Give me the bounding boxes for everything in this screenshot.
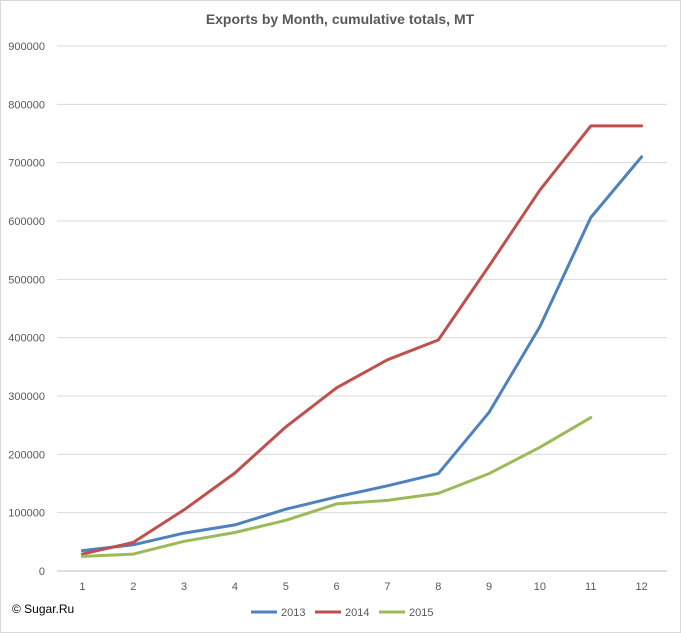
y-tick-label: 600000 [8, 216, 45, 228]
y-tick-label: 100000 [8, 508, 45, 520]
x-tick-label: 12 [635, 581, 647, 593]
x-tick-label: 6 [334, 581, 340, 593]
legend-label-2015: 2015 [409, 607, 433, 619]
x-tick-label: 3 [181, 581, 187, 593]
series-line-2013 [80, 155, 644, 553]
x-axis-tick-labels: 1 2 3 4 5 6 7 8 9 10 11 12 [79, 581, 647, 593]
chart-title: Exports by Month, cumulative totals, MT [206, 11, 475, 27]
y-tick-label: 500000 [8, 274, 45, 286]
legend-label-2014: 2014 [345, 607, 369, 619]
series-line-2015 [80, 416, 593, 558]
x-tick-label: 11 [585, 581, 596, 593]
y-tick-label: 700000 [8, 158, 45, 170]
x-tick-label: 2 [130, 581, 136, 593]
x-tick-label: 5 [283, 581, 289, 593]
y-tick-label: 200000 [8, 449, 45, 461]
y-axis-tick-labels: 0 100000 200000 300000 400000 500000 600000 700… [8, 41, 45, 578]
y-tick-label: 800000 [8, 99, 45, 111]
x-tick-label: 7 [384, 581, 390, 593]
y-tick-label: 900000 [8, 41, 45, 53]
x-tick-label: 1 [79, 581, 85, 593]
x-tick-label: 9 [486, 581, 492, 593]
legend: 2013 2014 2015 [251, 607, 433, 619]
series-lines [80, 124, 644, 558]
x-tick-label: 10 [534, 581, 546, 593]
legend-label-2013: 2013 [281, 607, 305, 619]
copyright-credit: © Sugar.Ru [12, 602, 75, 616]
y-tick-label: 0 [39, 566, 45, 578]
x-tick-label: 8 [435, 581, 441, 593]
series-line-2014 [80, 124, 644, 556]
x-tick-label: 4 [232, 581, 238, 593]
gridlines [57, 45, 667, 572]
y-tick-label: 300000 [8, 391, 45, 403]
y-tick-label: 400000 [8, 333, 45, 345]
